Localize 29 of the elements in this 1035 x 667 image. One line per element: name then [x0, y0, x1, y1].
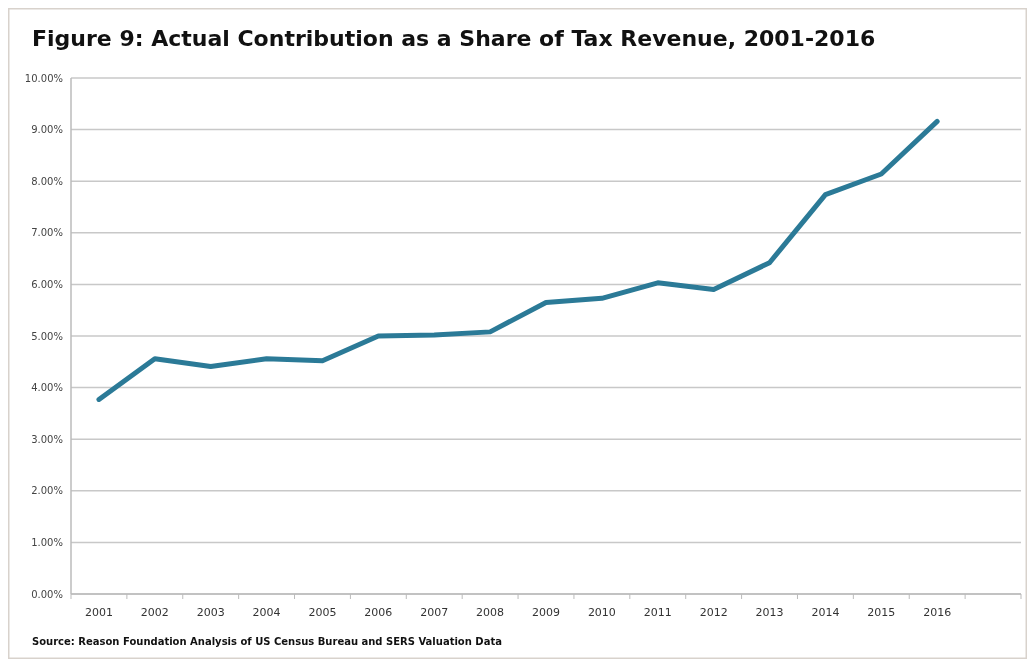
y-tick-label: 10.00%: [24, 72, 63, 84]
source-note: Source: Reason Foundation Analysis of US Census Bureau and SERS Valuation Data: [32, 636, 502, 647]
chart-title: Figure 9: Actual Contribution as a Share of Tax Revenue, 2001-2016: [32, 26, 876, 51]
y-tick-label: 6.00%: [31, 278, 63, 290]
y-tick-label: 9.00%: [31, 124, 63, 136]
x-tick-label: 2006: [364, 606, 393, 619]
y-tick-label: 3.00%: [31, 433, 63, 445]
x-tick-label: 2011: [643, 606, 672, 619]
y-tick-label: 2.00%: [31, 485, 63, 497]
x-tick-label: 2003: [196, 606, 225, 619]
x-tick-label: 2008: [476, 606, 505, 619]
y-tick-label: 8.00%: [31, 175, 63, 187]
y-tick-label: 5.00%: [31, 330, 63, 342]
y-tick-label: 1.00%: [31, 536, 63, 548]
x-tick-label: 2002: [140, 606, 169, 619]
y-tick-label: 4.00%: [31, 382, 63, 394]
x-tick-label: 2013: [755, 606, 784, 619]
x-tick-label: 2010: [587, 606, 616, 619]
x-tick-label: 2015: [867, 606, 896, 619]
x-tick-label: 2007: [420, 606, 449, 619]
x-tick-label: 2012: [699, 606, 728, 619]
x-tick-label: 2016: [923, 606, 952, 619]
x-tick-label: 2009: [532, 606, 560, 619]
x-tick-label: 2005: [308, 606, 337, 619]
y-tick-label: 7.00%: [31, 227, 63, 239]
x-tick-label: 2004: [252, 606, 281, 619]
x-tick-label: 2001: [84, 606, 113, 619]
y-tick-label: 0.00%: [31, 588, 63, 600]
x-tick-label: 2014: [811, 606, 840, 619]
